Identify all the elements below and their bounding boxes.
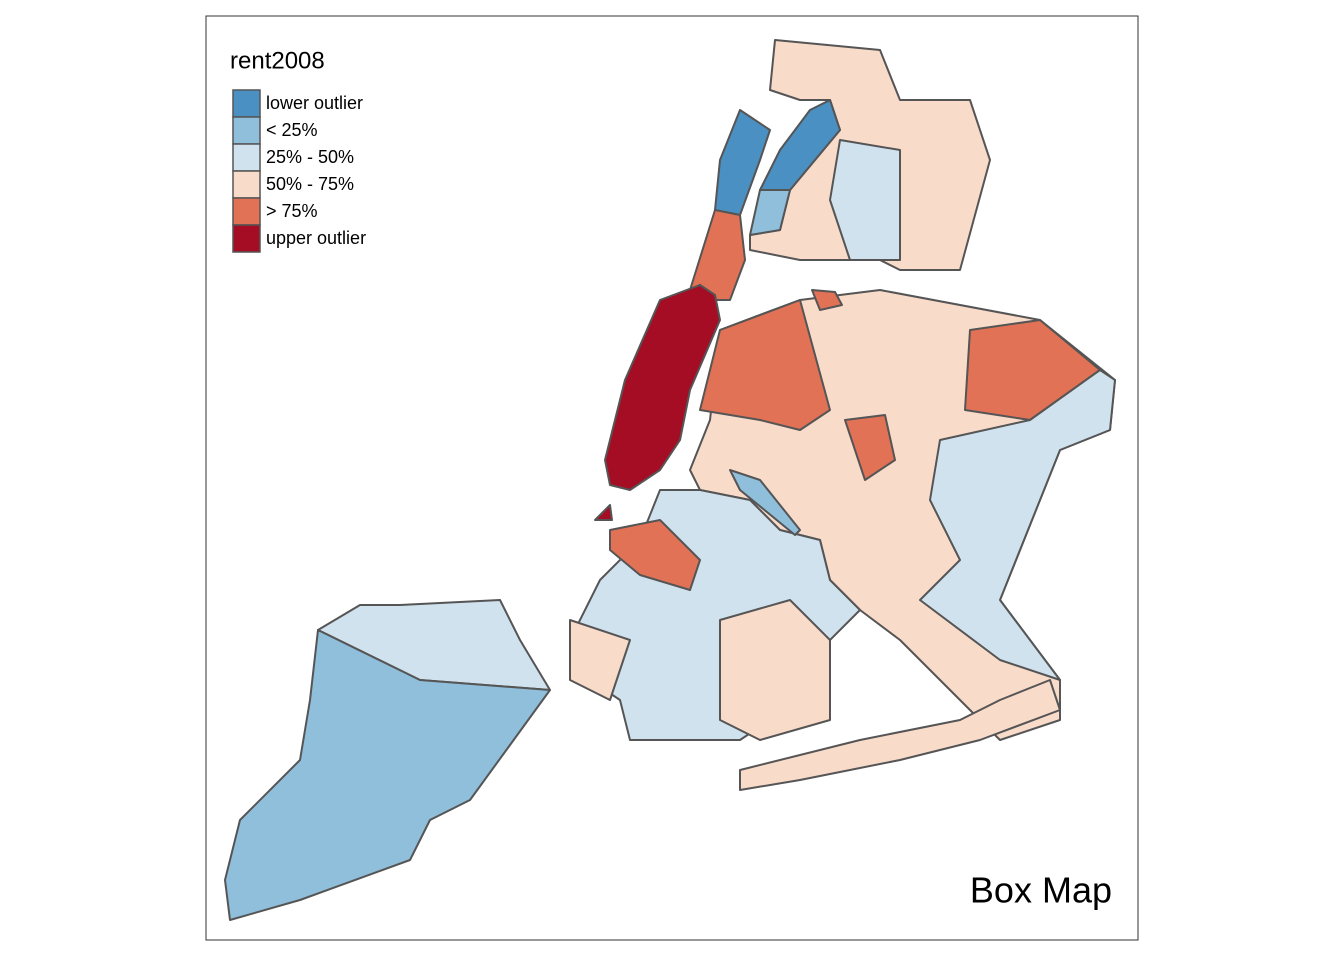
region — [569, 619, 631, 701]
legend-label: upper outlier — [266, 228, 366, 248]
region — [729, 469, 801, 536]
region — [739, 679, 1061, 791]
legend: lower outlier < 25% 25% - 50% 50% - 75% > 75… — [232, 89, 366, 253]
legend-label: lower outlier — [266, 93, 363, 113]
legend-label: 25% - 50% — [266, 147, 354, 167]
region — [811, 289, 843, 311]
region — [829, 139, 901, 261]
region — [749, 189, 791, 236]
legend-label: 50% - 75% — [266, 174, 354, 194]
region — [719, 599, 831, 741]
region — [604, 284, 721, 491]
region — [844, 414, 896, 481]
legend-swatch — [232, 224, 261, 253]
legend-swatch — [232, 116, 261, 145]
legend-swatch — [232, 170, 261, 199]
region — [224, 629, 551, 921]
region — [594, 504, 613, 521]
legend-title: rent2008 — [230, 47, 325, 74]
region — [919, 369, 1116, 681]
region — [609, 519, 701, 591]
legend-label: > 75% — [266, 201, 318, 221]
legend-swatch — [232, 143, 261, 172]
legend-swatch — [232, 197, 261, 226]
legend-label: < 25% — [266, 120, 318, 140]
map-title: Box Map — [970, 870, 1112, 911]
regions — [224, 39, 1116, 921]
region — [699, 299, 831, 431]
legend-swatch — [232, 89, 261, 118]
